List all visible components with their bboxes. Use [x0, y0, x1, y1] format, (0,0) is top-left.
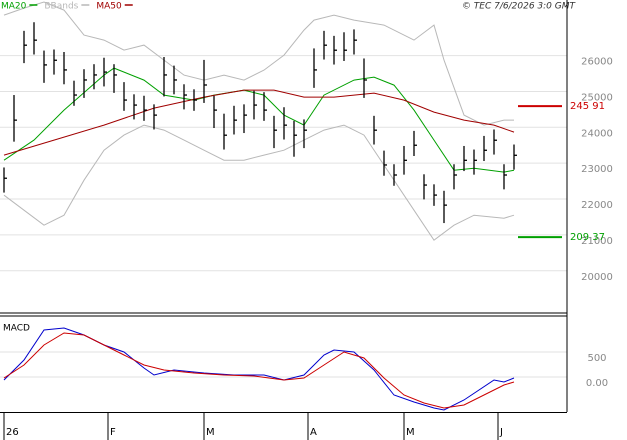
y-tick-label: 20000: [581, 272, 613, 283]
legend-label: BBands: [44, 2, 78, 12]
legend-label: MA50: [96, 2, 122, 12]
band-lower: [3, 124, 515, 241]
y-tick-label: 500: [587, 353, 606, 364]
level-label: 245 91: [570, 101, 605, 112]
macd-line: [3, 332, 515, 409]
x-tick-label: J: [499, 427, 503, 438]
x-tick-label: M: [406, 427, 415, 438]
y-tick-label: 26000: [581, 57, 613, 68]
ma-line: [3, 89, 515, 156]
y-tick-label: 25000: [581, 92, 613, 103]
level-label: 209 37: [570, 232, 605, 243]
legend-label: MA20: [1, 2, 27, 12]
band-upper: [3, 1, 514, 126]
y-tick-label: 21000: [581, 236, 613, 247]
source: © TEC 7/6/2026 3:0 GMT: [462, 2, 577, 12]
y-tick-label: 23000: [581, 164, 613, 175]
y-tick-label: 0.00: [586, 378, 608, 389]
macd-title: MACD: [3, 324, 30, 334]
x-tick-label: M: [206, 427, 215, 438]
x-tick-label: 26: [6, 427, 19, 438]
x-tick-label: F: [110, 427, 116, 438]
y-tick-label: 22000: [581, 200, 613, 211]
y-tick-label: 24000: [581, 128, 613, 139]
x-tick-label: A: [310, 427, 317, 438]
